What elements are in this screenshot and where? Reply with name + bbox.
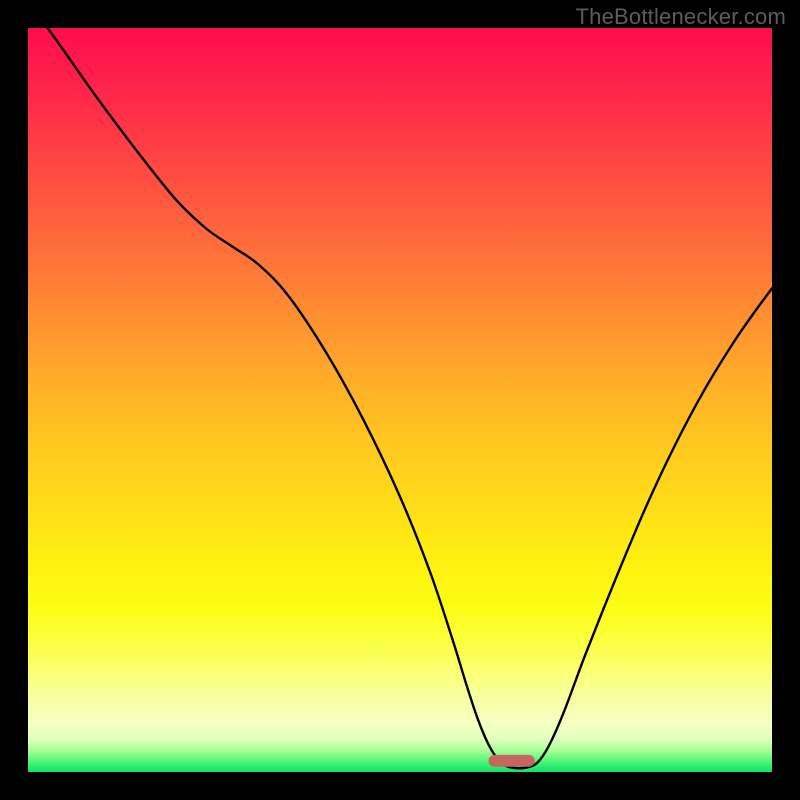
curve-path	[28, 28, 772, 768]
optimal-marker	[489, 755, 535, 767]
plot-area	[28, 28, 772, 772]
plot-inner	[28, 28, 772, 772]
chart-container: { "watermark": { "text": "TheBottlenecke…	[0, 0, 800, 800]
bottleneck-curve	[28, 28, 772, 772]
watermark-text: TheBottlenecker.com	[576, 4, 786, 30]
